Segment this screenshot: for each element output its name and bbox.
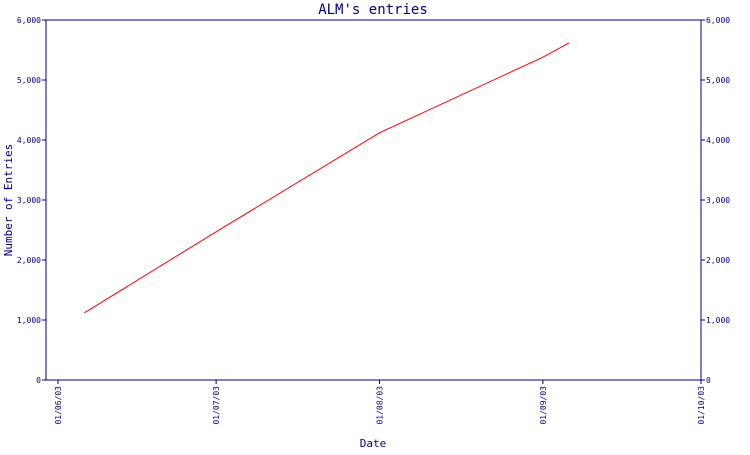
y-tick-label-right: 5,000 — [706, 76, 730, 85]
x-tick-label: 01/07/03 — [212, 386, 221, 425]
y-tick-label-left: 1,000 — [17, 316, 41, 325]
x-tick-label: 01/08/03 — [376, 386, 385, 425]
chart-title: ALM's entries — [318, 2, 428, 18]
y-tick-label-right: 6,000 — [706, 16, 730, 25]
series-layer — [84, 42, 570, 314]
y-tick-label-right: 2,000 — [706, 256, 730, 265]
y-tick-label-right: 1,000 — [706, 316, 730, 325]
plot-frame — [45, 19, 702, 381]
x-tick-label: 01/10/03 — [697, 386, 706, 425]
y-tick-label-right: 0 — [706, 376, 711, 385]
x-tick-label: 01/09/03 — [539, 386, 548, 425]
y-tick-label-left: 3,000 — [17, 196, 41, 205]
x-axis: 01/06/03 01/07/03 01/08/03 01/09/03 01/10/03 — [54, 380, 706, 425]
y-tick-label-left: 0 — [36, 376, 41, 385]
x-axis-label: Date — [360, 437, 387, 450]
y-tick-label-left: 6,000 — [17, 16, 41, 25]
y-axis-left: 0 1,000 2,000 3,000 4,000 5,000 6,000 — [17, 16, 46, 385]
y-axis-right: 0 1,000 2,000 3,000 4,000 5,000 6,000 — [701, 16, 730, 385]
series-line-0 — [84, 42, 570, 314]
y-tick-label-right: 4,000 — [706, 136, 730, 145]
y-tick-label-left: 5,000 — [17, 76, 41, 85]
x-tick-label: 01/06/03 — [54, 386, 63, 425]
y-axis-label: Number of Entries — [2, 144, 15, 257]
y-tick-label-right: 3,000 — [706, 196, 730, 205]
y-tick-label-left: 4,000 — [17, 136, 41, 145]
y-tick-label-left: 2,000 — [17, 256, 41, 265]
